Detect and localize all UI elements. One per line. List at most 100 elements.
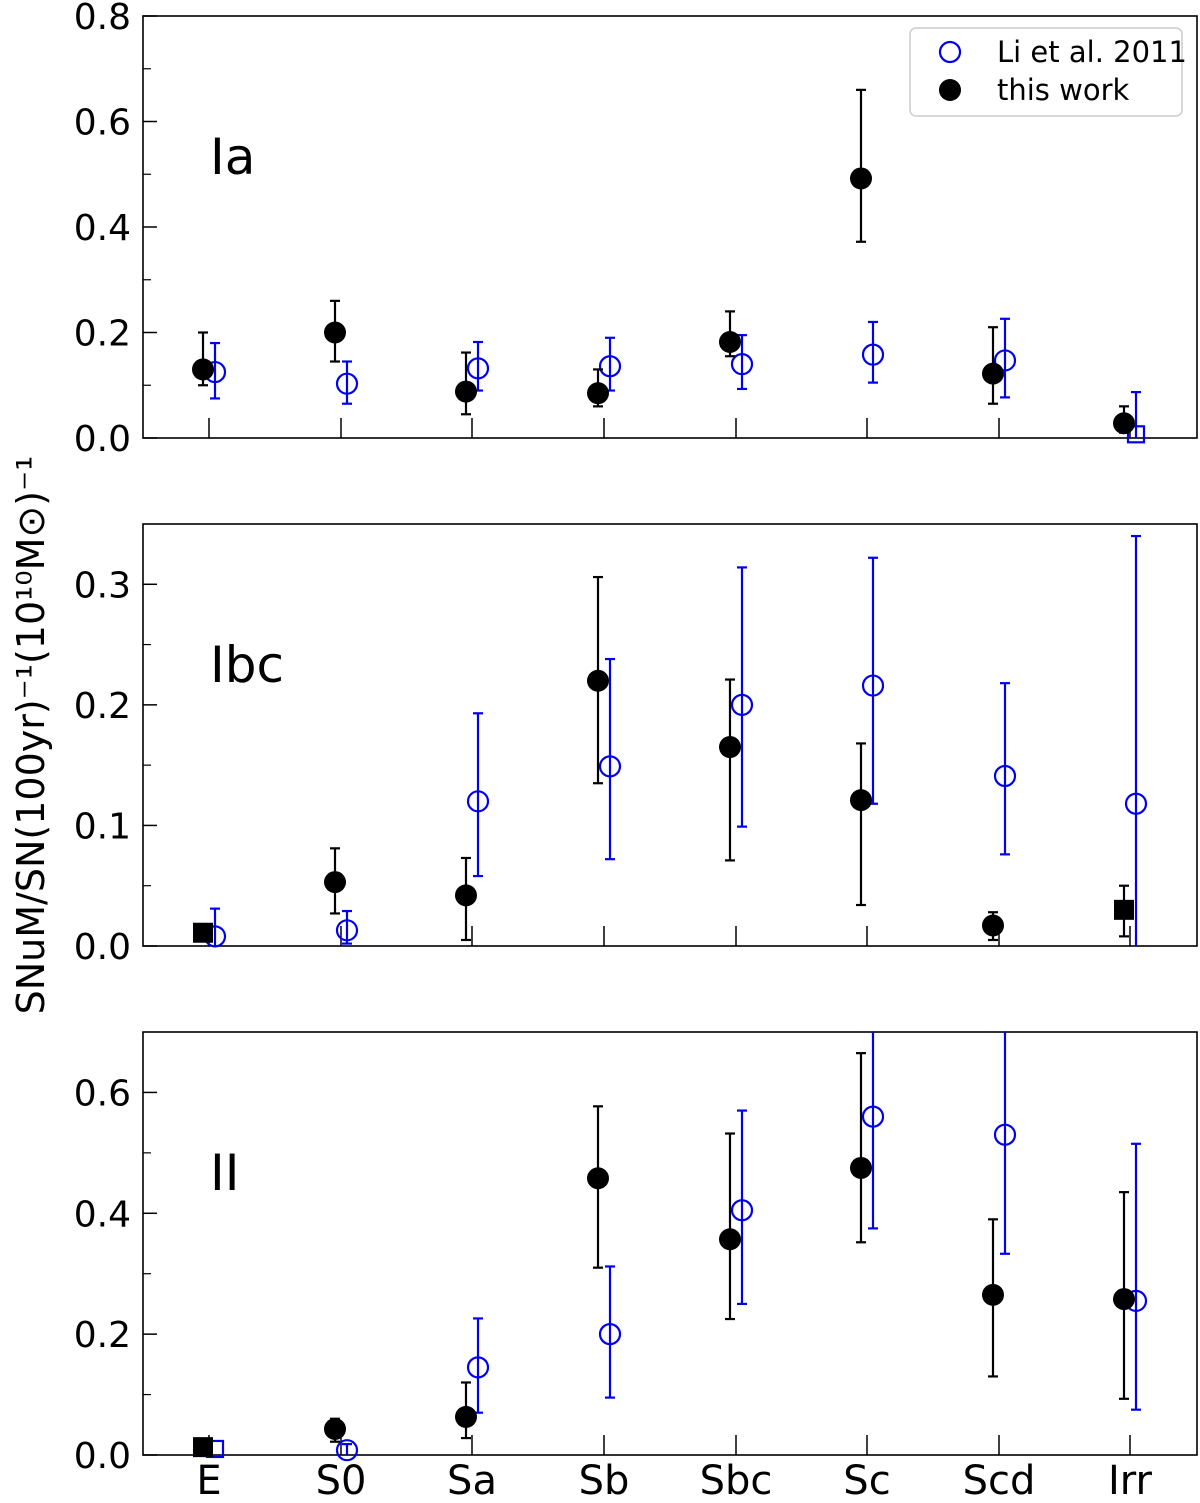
panel-ii: 0.0 0.2 0.4 0.6 II: [74, 1031, 1198, 1477]
data-point: [1124, 1142, 1148, 1411]
data-point: [850, 1052, 872, 1244]
x-tick-label: Sbc: [700, 1458, 773, 1498]
data-point: [861, 1032, 885, 1230]
x-tick-label: Scd: [963, 1458, 1036, 1498]
data-point: [982, 1218, 1004, 1378]
x-tick-label: Sb: [579, 1458, 630, 1498]
data-point: [982, 326, 1004, 405]
data-point: [1113, 1191, 1135, 1400]
data-point: [861, 320, 885, 384]
x-tick-label: Sc: [843, 1458, 890, 1498]
data-point: [598, 657, 622, 861]
marker-open-circle: [861, 674, 885, 697]
data-point: [324, 847, 346, 915]
x-tick-label: Irr: [1108, 1458, 1153, 1498]
data-point: [730, 566, 754, 828]
data-point: [587, 575, 609, 785]
data-point: [324, 1417, 346, 1443]
legend-label: this work: [997, 73, 1130, 107]
marker-open-circle: [335, 1439, 359, 1462]
marker-filled-circle: [1113, 1288, 1135, 1311]
data-point: [335, 1439, 359, 1462]
marker-filled-circle: [324, 321, 346, 344]
data-point: [719, 678, 741, 862]
y-tick-label: 0.6: [74, 103, 131, 144]
data-point: [587, 1105, 609, 1269]
data-point: [324, 299, 346, 363]
y-tick-label: 0.0: [74, 1436, 131, 1477]
data-point: [993, 1032, 1017, 1255]
marker-filled-circle: [719, 736, 741, 759]
data-point: [466, 1317, 490, 1414]
marker-open-circle: [993, 764, 1017, 788]
y-tick-label: 0.0: [74, 419, 131, 460]
y-tick-label: 0.6: [74, 1073, 131, 1114]
y-tick-label: 0.2: [74, 314, 131, 355]
data-point: [466, 340, 490, 392]
marker-open-circle: [730, 1199, 754, 1222]
marker-filled-circle: [1113, 412, 1135, 435]
data-point: [861, 556, 885, 805]
marker-open-circle: [730, 693, 754, 716]
data-point: [993, 317, 1017, 399]
data-point: [1126, 391, 1146, 444]
marker-open-circle: [1124, 792, 1148, 815]
data-point: [587, 368, 609, 408]
marker-open-circle: [466, 790, 490, 813]
data-point: [455, 1381, 477, 1440]
data-point: [335, 909, 359, 945]
marker-open-circle: [598, 355, 622, 378]
marker-open-circle: [598, 1323, 622, 1346]
legend-entry: this work: [939, 73, 1130, 107]
y-axis-label: SNuM/SN(100yr)⁻¹(10¹⁰M⊙)⁻¹: [9, 456, 53, 1015]
marker-open-circle: [993, 1123, 1017, 1146]
panel-ibc: 0.0 0.1 0.2 0.3 Ibc: [74, 523, 1198, 968]
marker-filled-circle: [982, 914, 1004, 937]
data-point: [598, 1265, 622, 1399]
y-tick-label: 0.3: [74, 565, 131, 606]
data-point: [850, 742, 872, 907]
data-point: [466, 712, 490, 878]
data-point: [1113, 405, 1135, 435]
legend: Li et al. 2011 this work: [909, 27, 1187, 117]
marker-filled-circle: [587, 382, 609, 405]
data-point: [1124, 534, 1148, 946]
data-point: [993, 682, 1017, 856]
data-point: [455, 351, 477, 416]
x-tick-label: E: [196, 1458, 221, 1498]
data-point: [730, 334, 754, 391]
panel-label: Ia: [210, 128, 255, 186]
data-point: [335, 360, 359, 405]
marker-filled-circle: [982, 1283, 1004, 1306]
marker-open-circle: [861, 343, 885, 366]
data-point: [193, 1437, 213, 1458]
marker-open-circle: [335, 372, 359, 395]
y-tick-label: 0.1: [74, 806, 131, 847]
data-point: [719, 310, 741, 358]
data-point: [192, 331, 214, 387]
data-point: [982, 911, 1004, 942]
data-point: [850, 88, 872, 243]
panel-frame: [142, 523, 1198, 947]
y-tick-label: 0.4: [74, 208, 131, 249]
marker-filled-circle: [850, 167, 872, 190]
y-tick-label: 0.2: [74, 1315, 131, 1356]
y-tick-label: 0.4: [74, 1194, 131, 1235]
marker-filled-square: [193, 922, 213, 943]
marker-filled-circle: [455, 1405, 477, 1428]
legend-frame: [909, 27, 1183, 117]
marker-filled-circle: [982, 362, 1004, 385]
marker-open-circle: [335, 919, 359, 942]
marker-filled-circle: [850, 1156, 872, 1179]
marker-filled-circle: [587, 669, 609, 692]
marker-open-square: [1126, 425, 1146, 444]
marker-filled-circle: [455, 380, 477, 403]
y-tick-label: 0.2: [74, 686, 131, 727]
marker-filled-circle: [587, 1167, 609, 1190]
y-tick-label: 0.0: [74, 927, 131, 968]
marker-filled-square: [193, 1437, 213, 1458]
marker-filled-circle: [324, 1418, 346, 1441]
x-tick-label: S0: [316, 1458, 367, 1498]
